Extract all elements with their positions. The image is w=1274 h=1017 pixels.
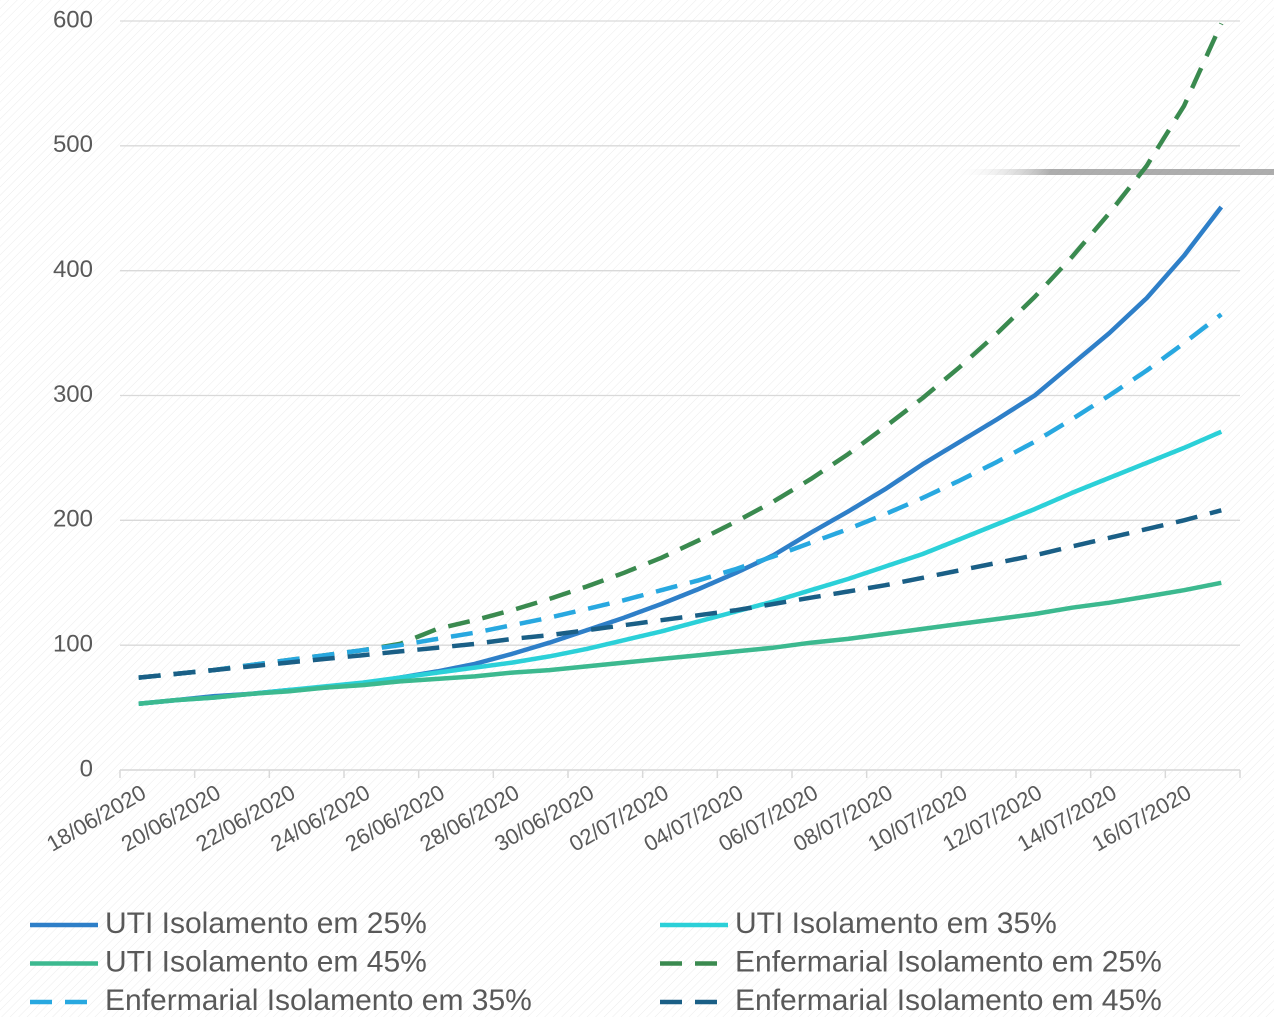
y-tick-label: 500 xyxy=(53,131,93,158)
series-line xyxy=(138,580,1222,707)
legend-label: Enfermarial Isolamento em 35% xyxy=(105,984,532,1017)
lines xyxy=(138,22,1224,707)
y-tick-label: 400 xyxy=(53,256,93,283)
legend-label: UTI Isolamento em 35% xyxy=(735,907,1057,940)
decoration xyxy=(955,169,1274,175)
grid xyxy=(119,20,1241,778)
legend-label: Enfermarial Isolamento em 25% xyxy=(735,945,1162,978)
series-line xyxy=(138,312,1223,680)
y-tick-label: 300 xyxy=(53,381,93,408)
legend-label: Enfermarial Isolamento em 45% xyxy=(735,984,1162,1017)
y-tick-label: 200 xyxy=(53,506,93,533)
legend-label: UTI Isolamento em 25% xyxy=(105,907,427,940)
y-tick-label: 100 xyxy=(53,631,93,658)
labels: 010020030040050060018/06/202020/06/20202… xyxy=(30,6,1195,1017)
legend-label: UTI Isolamento em 45% xyxy=(105,945,427,978)
y-tick-label: 0 xyxy=(80,755,93,782)
series-line xyxy=(138,508,1222,680)
y-tick-label: 600 xyxy=(53,6,93,33)
